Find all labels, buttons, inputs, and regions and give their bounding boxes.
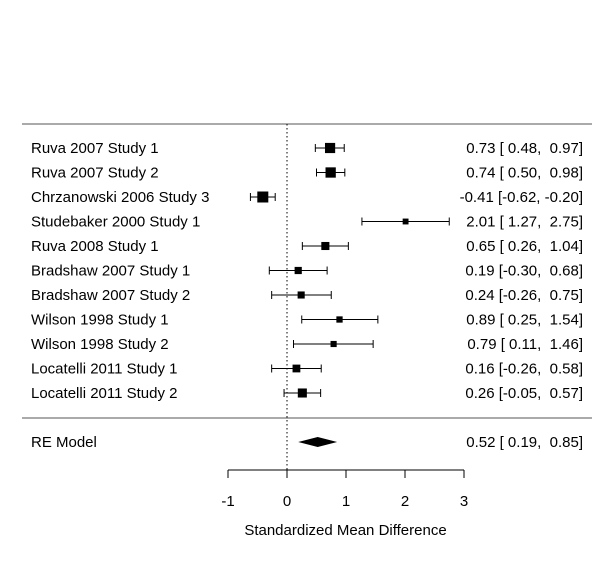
estimate-marker: [324, 142, 336, 154]
study-row: Locatelli 2011 Study 1 0.16 [-0.26, 0.58]: [31, 361, 583, 378]
ci-value-text: 0.73 [ 0.48, 0.97]: [466, 140, 583, 157]
x-tick-label: 1: [342, 493, 350, 510]
estimate-marker: [297, 291, 305, 299]
summary-row: RE Model 0.52 [ 0.19, 0.85]: [31, 434, 583, 451]
ci-value-text: 0.19 [-0.30, 0.68]: [465, 263, 583, 280]
estimate-marker: [294, 266, 302, 275]
estimate-marker: [297, 388, 307, 398]
study-row: Locatelli 2011 Study 2 0.26 [-0.05, 0.57]: [31, 385, 583, 402]
study-row: Ruva 2007 Study 1 0.73 [ 0.48, 0.97]: [31, 140, 583, 157]
x-tick-label: -1: [221, 493, 234, 510]
study-label: Studebaker 2000 Study 1: [31, 214, 200, 231]
study-row: Bradshaw 2007 Study 2 0.24 [-0.26, 0.75]: [31, 287, 583, 304]
study-row: Studebaker 2000 Study 1 2.01 [ 1.27, 2.75…: [31, 214, 583, 231]
estimate-marker: [257, 191, 269, 203]
ci-value-text: -0.41 [-0.62, -0.20]: [460, 189, 583, 206]
estimate-marker: [402, 218, 409, 225]
x-tick-label: 0: [283, 493, 291, 510]
study-label: Bradshaw 2007 Study 2: [31, 287, 190, 304]
study-label: Locatelli 2011 Study 2: [31, 385, 178, 402]
study-label: Chrzanowski 2006 Study 3: [31, 189, 209, 206]
ci-value-text: 0.79 [ 0.11, 1.46]: [467, 336, 583, 353]
summary-ci-value-text: 0.52 [ 0.19, 0.85]: [466, 434, 583, 451]
x-axis: -1 0 1 2 3: [221, 469, 468, 510]
study-row: Chrzanowski 2006 Study 3 -0.41 [-0.62, -0…: [31, 189, 583, 206]
ci-value-text: 0.26 [-0.05, 0.57]: [465, 385, 583, 402]
study-row: Bradshaw 2007 Study 1 0.19 [-0.30, 0.68]: [31, 263, 583, 280]
ci-value-text: 0.24 [-0.26, 0.75]: [465, 287, 583, 304]
ci-value-text: 0.89 [ 0.25, 1.54]: [466, 312, 583, 329]
x-tick-label: 2: [401, 493, 409, 510]
study-row: Wilson 1998 Study 1 0.89 [ 0.25, 1.54]: [31, 312, 583, 329]
study-row: Wilson 1998 Study 2 0.79 [ 0.11, 1.46]: [31, 336, 583, 353]
estimate-marker: [292, 364, 301, 373]
x-tick-label: 3: [460, 493, 468, 510]
study-label: Wilson 1998 Study 2: [31, 336, 169, 353]
study-row: Ruva 2007 Study 2 0.74 [ 0.50, 0.98]: [31, 165, 583, 182]
ci-value-text: 0.65 [ 0.26, 1.04]: [466, 238, 583, 255]
study-row: Ruva 2008 Study 1 0.65 [ 0.26, 1.04]: [31, 238, 583, 255]
study-label: Wilson 1998 Study 1: [31, 312, 169, 329]
ci-value-text: 0.74 [ 0.50, 0.98]: [466, 165, 583, 182]
estimate-marker: [330, 340, 337, 348]
ci-value-text: 2.01 [ 1.27, 2.75]: [466, 214, 583, 231]
estimate-marker: [321, 241, 330, 251]
study-label: Bradshaw 2007 Study 1: [31, 263, 190, 280]
x-axis-label: Standardized Mean Difference: [244, 522, 446, 539]
estimate-marker: [336, 316, 343, 323]
study-label: Locatelli 2011 Study 1: [31, 361, 178, 378]
study-label: Ruva 2007 Study 2: [31, 165, 159, 182]
summary-label: RE Model: [31, 434, 97, 451]
study-label: Ruva 2008 Study 1: [31, 238, 159, 255]
ci-value-text: 0.16 [-0.26, 0.58]: [465, 361, 583, 378]
estimate-marker: [325, 167, 336, 178]
summary-diamond: [298, 437, 338, 447]
study-label: Ruva 2007 Study 1: [31, 140, 159, 157]
study-rows: Ruva 2007 Study 1 0.73 [ 0.48, 0.97]Ruva …: [31, 140, 583, 402]
